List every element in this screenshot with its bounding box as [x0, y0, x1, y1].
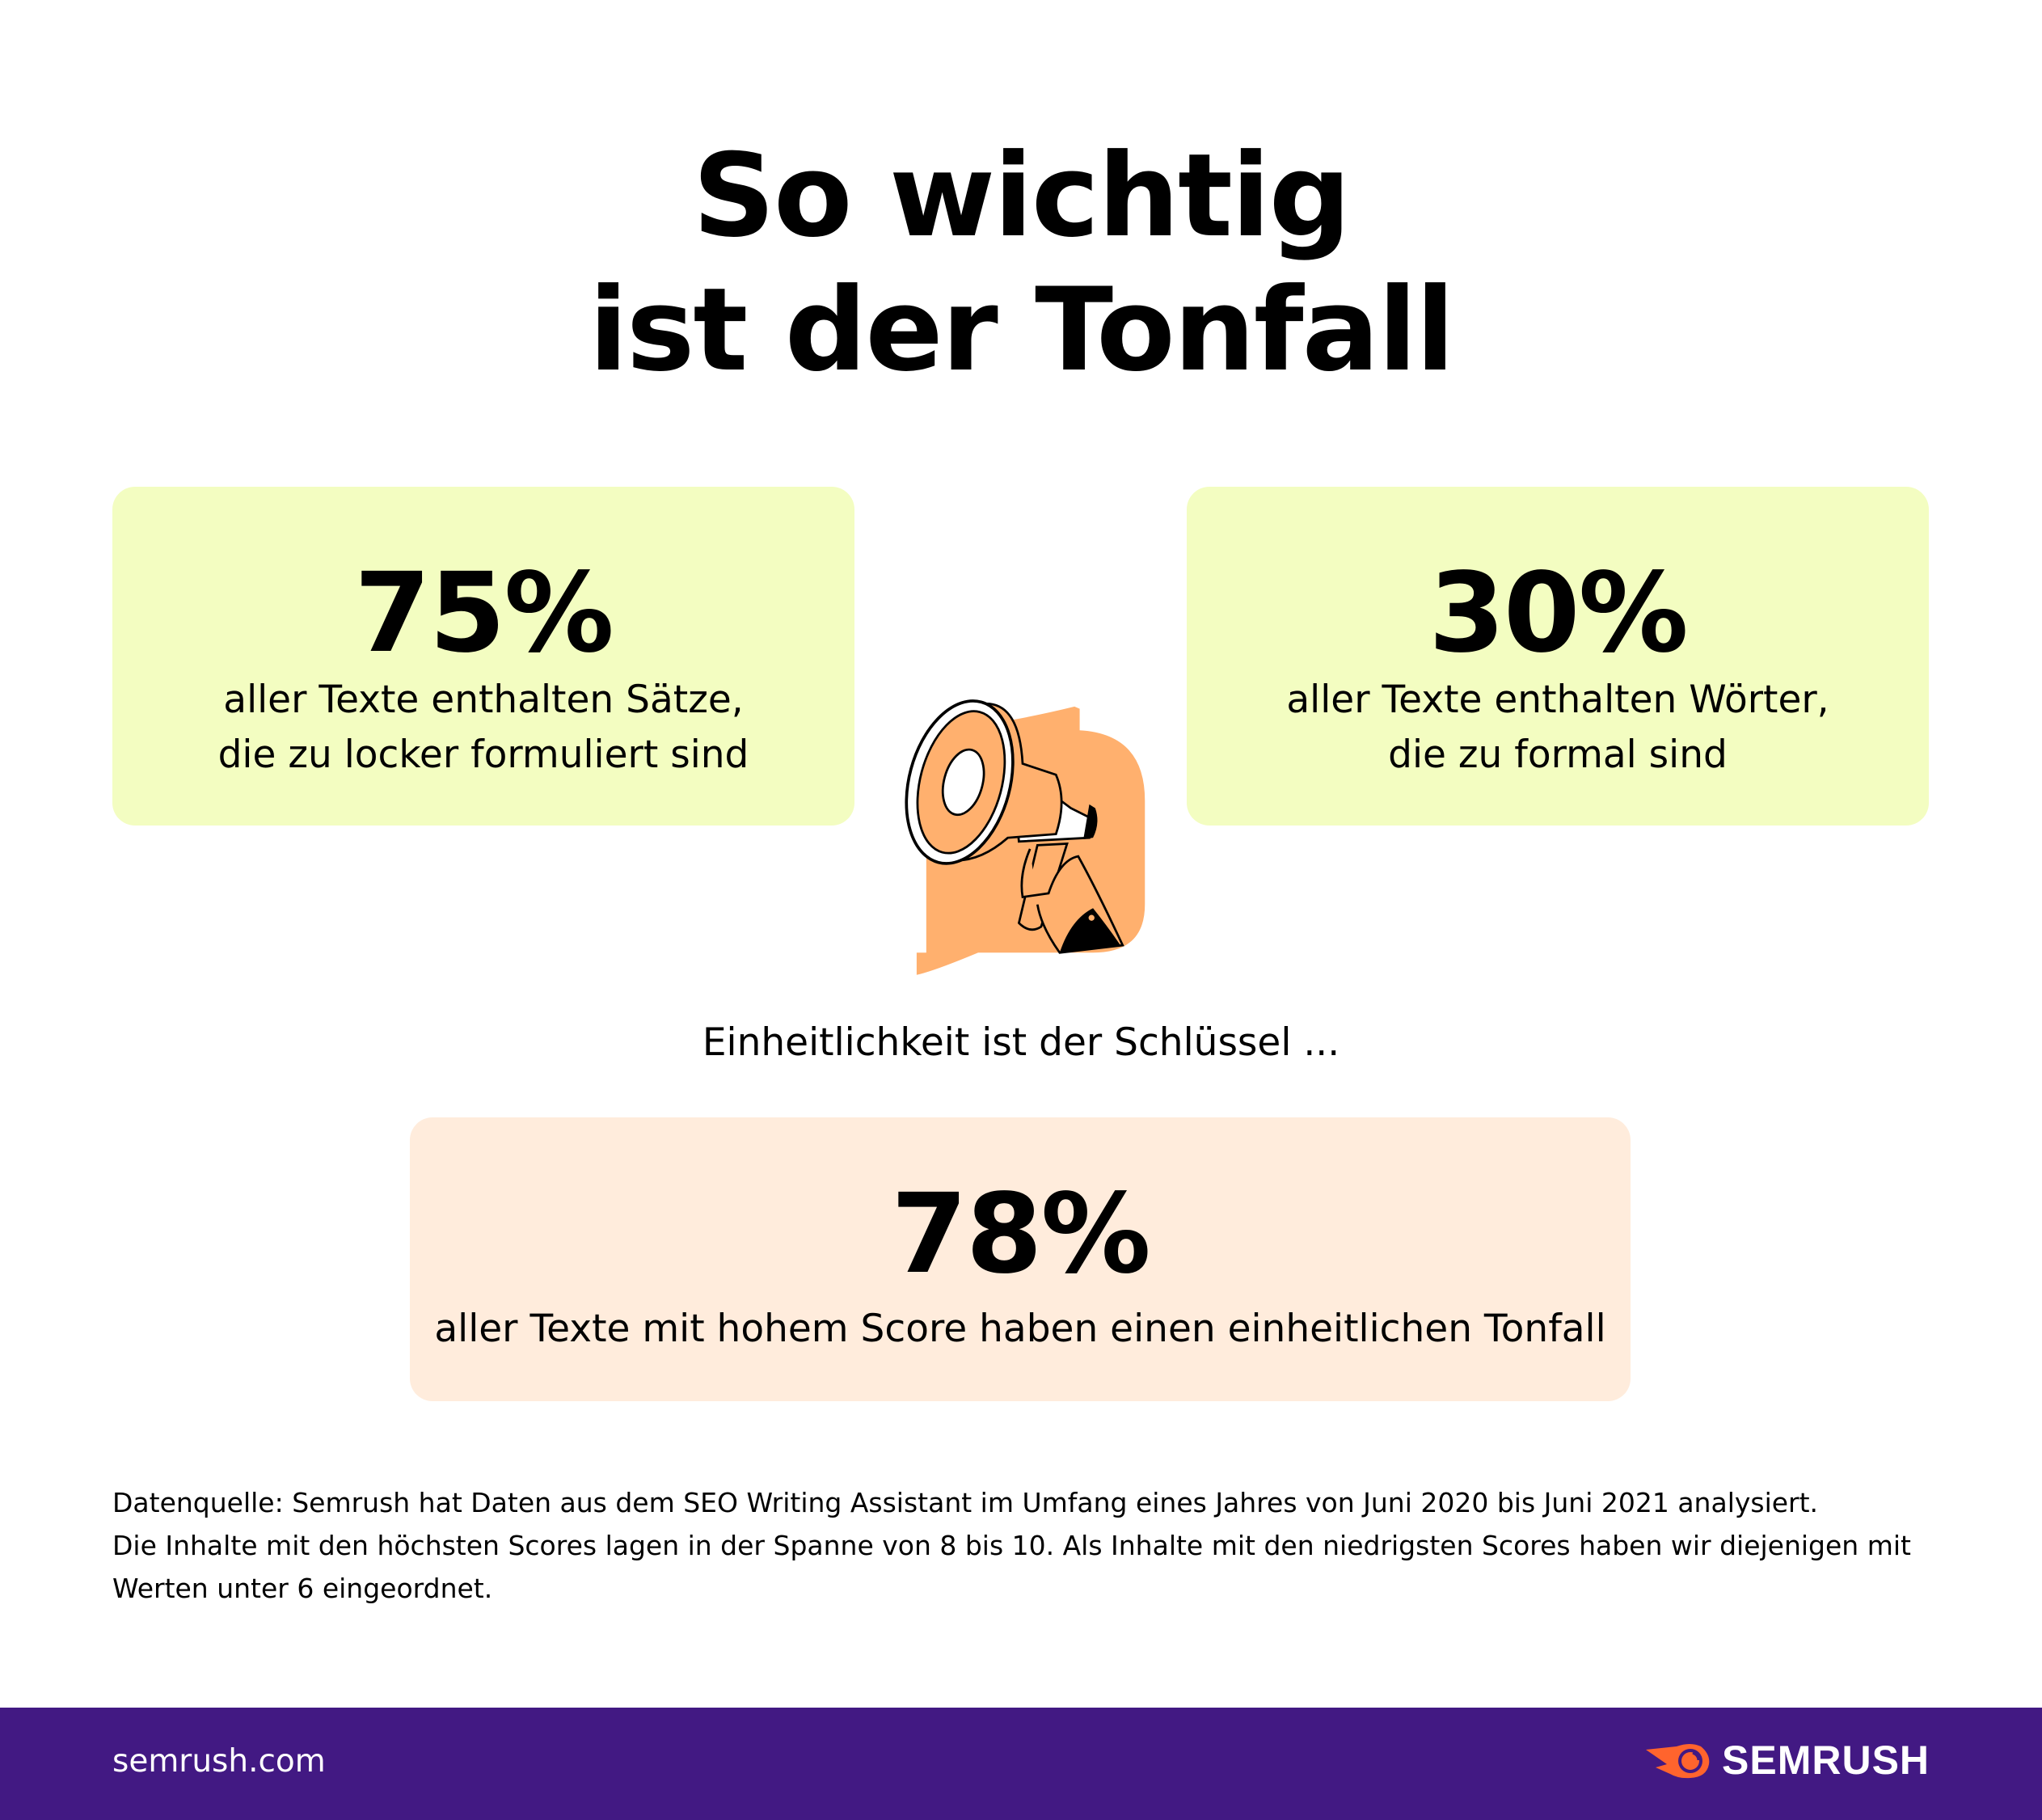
title-line-1: So wichtig: [692, 129, 1352, 263]
site-link[interactable]: semrush.com: [112, 1743, 326, 1780]
semrush-fireball-icon: [1646, 1744, 1710, 1779]
stat-value: 75%: [354, 550, 614, 678]
intro-text: Einheitlichkeit ist der Schlüssel ...: [702, 1020, 1340, 1065]
stat-value: 30%: [1428, 550, 1689, 678]
semrush-logo: SEMRUSH: [1646, 1737, 1930, 1784]
stat-desc-1: aller Texte enthalten Sätze,: [223, 678, 744, 722]
megaphone-icon: [905, 699, 1145, 975]
source-note-line-1: Datenquelle: Semrush hat Daten aus dem S…: [112, 1487, 1819, 1518]
stat-card-formal: 30% aller Texte enthalten Wörter, die zu…: [1187, 487, 1929, 826]
source-note: Datenquelle: Semrush hat Daten aus dem S…: [112, 1481, 1939, 1610]
stat-card-consistent: 78% aller Texte mit hohem Score haben ei…: [410, 1117, 1631, 1401]
source-note-line-2: Die Inhalte mit den höchsten Scores lage…: [112, 1530, 1911, 1604]
stat-card-casual: 75% aller Texte enthalten Sätze, die zu …: [112, 487, 854, 826]
stat-desc-1: aller Texte enthalten Wörter,: [1286, 678, 1829, 722]
title-line-2: ist der Tonfall: [589, 264, 1455, 397]
stat-desc: aller Texte mit hohem Score haben einen …: [434, 1307, 1606, 1351]
stat-value: 78%: [891, 1171, 1151, 1298]
logo-text: SEMRUSH: [1722, 1738, 1930, 1783]
stat-desc-2: die zu locker formuliert sind: [217, 733, 749, 777]
stat-desc-2: die zu formal sind: [1388, 733, 1728, 777]
page-title: So wichtig ist der Tonfall: [0, 129, 2042, 398]
footer: semrush.com SEMRUSH: [0, 1708, 2042, 1820]
